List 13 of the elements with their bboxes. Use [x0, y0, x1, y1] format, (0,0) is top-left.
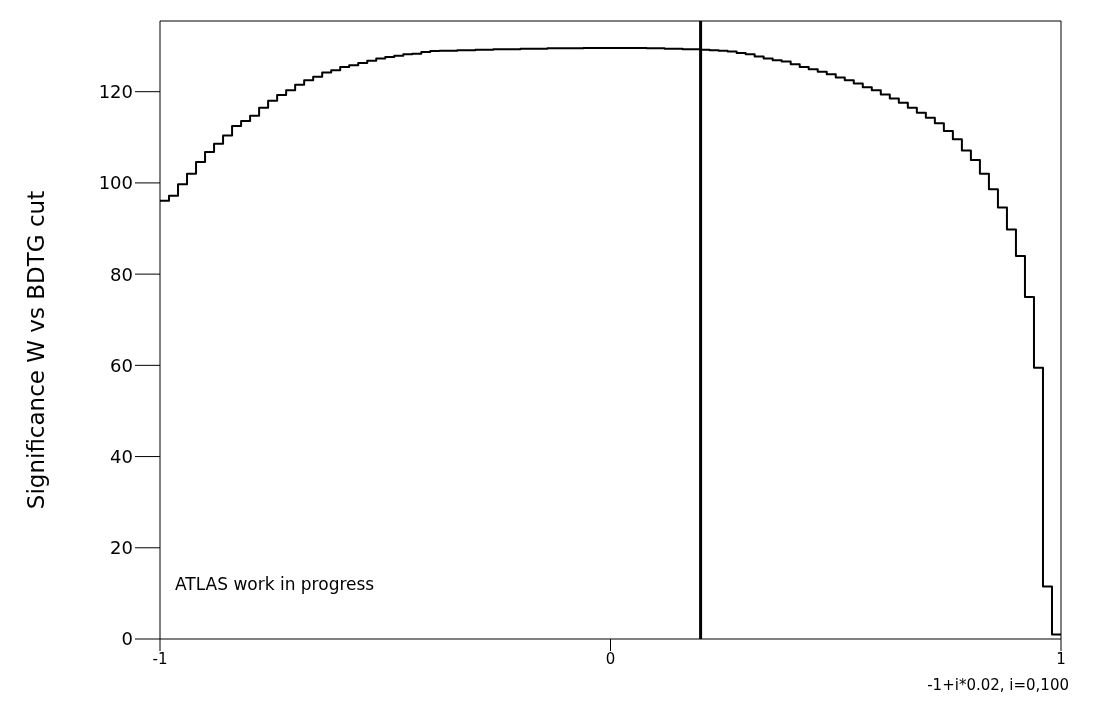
x-axis-title: -1+i*0.02, i=0,100: [927, 676, 1069, 694]
y-tick-label: 100: [98, 172, 133, 194]
annotation: ATLAS work in progress: [175, 574, 375, 594]
y-tick-label: 80: [110, 263, 133, 285]
y-tick-label: 40: [110, 445, 133, 467]
y-tick-label: 60: [110, 354, 133, 376]
y-axis-title: Significance W vs BDTG cut: [23, 190, 49, 509]
y-tick-label: 120: [98, 81, 133, 103]
x-tick-label: 0: [605, 649, 616, 668]
x-tick-label: 1: [1056, 649, 1066, 668]
y-tick-label: 0: [121, 628, 133, 650]
x-tick-label: -1: [152, 649, 168, 668]
y-tick-label: 20: [110, 537, 133, 559]
